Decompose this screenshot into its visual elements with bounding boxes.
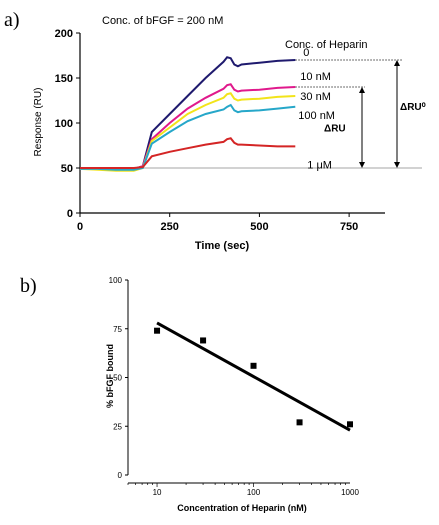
chart-a-axes: 0 50 100 150 200 0 250 500 750 — [55, 28, 422, 233]
chart-a-ytick-label: 50 — [61, 163, 73, 175]
chart-b-ylabel: % bFGF bound — [105, 344, 115, 408]
chart-b-ytick-label: 100 — [109, 276, 123, 285]
delta-ru0-arrow-head-up — [394, 60, 400, 66]
chart-b-point — [154, 327, 161, 334]
chart-b-fit-line — [156, 321, 351, 432]
chart-b-ytick-label: 25 — [113, 422, 122, 431]
chart-a-xtick-label: 250 — [161, 221, 179, 233]
chart-a-series-line — [80, 103, 296, 171]
delta-ru-arrow-head-up — [359, 87, 365, 93]
chart-b-xlabel: Concentration of Heparin (nM) — [177, 503, 307, 513]
delta-ru0-label: ΔRU⁰ — [400, 102, 426, 113]
chart-a-xtick-label: 750 — [340, 221, 358, 233]
chart-a-ytick-label: 200 — [55, 28, 73, 40]
chart-b-point — [296, 419, 303, 426]
panel-b: b) % bFGF bound Concentration of Heparin… — [20, 275, 359, 513]
delta-ru0-arrow-head-down — [394, 162, 400, 168]
panel-label-b: b) — [20, 275, 37, 297]
chart-b-ytick-label: 50 — [113, 374, 122, 383]
chart-a-ytick-label: 150 — [55, 73, 73, 85]
chart-a-series-label: 10 nM — [300, 71, 331, 83]
delta-ru-arrow-head-down — [359, 162, 365, 168]
chart-b-xtick-label: 100 — [247, 488, 261, 497]
chart-a-annotations: ΔRU ΔRU⁰ — [324, 102, 426, 135]
chart-a-ylabel: Response (RU) — [33, 88, 44, 157]
chart-a-series-label: 100 nM — [298, 110, 335, 122]
chart-a-series-label: 30 nM — [300, 91, 331, 103]
chart-a-series-label: 0 — [303, 47, 309, 59]
chart-a-series — [79, 56, 296, 172]
panel-a: a) Conc. of bFGF = 200 nM Response (RU) … — [4, 9, 426, 252]
delta-ru-label: ΔRU — [324, 124, 346, 135]
chart-a-series-labels: 0 10 nM 30 nM 100 nM 1 μM — [298, 47, 335, 171]
chart-b-axes: 0 25 50 75 100 10 100 1000 — [109, 276, 360, 497]
chart-a-ytick-label: 0 — [67, 208, 73, 220]
chart-a-series-label: 1 μM — [307, 159, 332, 171]
chart-b-xtick-label: 1000 — [341, 488, 359, 497]
chart-b-ytick-label: 0 — [118, 471, 123, 480]
chart-b-point — [347, 421, 353, 428]
chart-b-point — [250, 362, 257, 369]
chart-a-series-line — [80, 137, 296, 169]
chart-a-xlabel: Time (sec) — [195, 240, 250, 252]
chart-a-series-line — [79, 92, 296, 172]
chart-b-ytick-label: 75 — [113, 325, 122, 334]
chart-b-points — [154, 327, 353, 428]
chart-a-title: Conc. of bFGF = 200 nM — [102, 15, 223, 27]
chart-b-fit — [156, 321, 351, 432]
chart-b-xtick-label: 10 — [153, 488, 162, 497]
chart-a-legend-title: Conc. of Heparin — [285, 39, 368, 51]
chart-a-xtick-label: 500 — [250, 221, 268, 233]
chart-b-point — [200, 337, 207, 344]
chart-a-ytick-label: 100 — [55, 118, 73, 130]
chart-a-xtick-label: 0 — [77, 221, 83, 233]
panel-label-a: a) — [4, 9, 20, 31]
